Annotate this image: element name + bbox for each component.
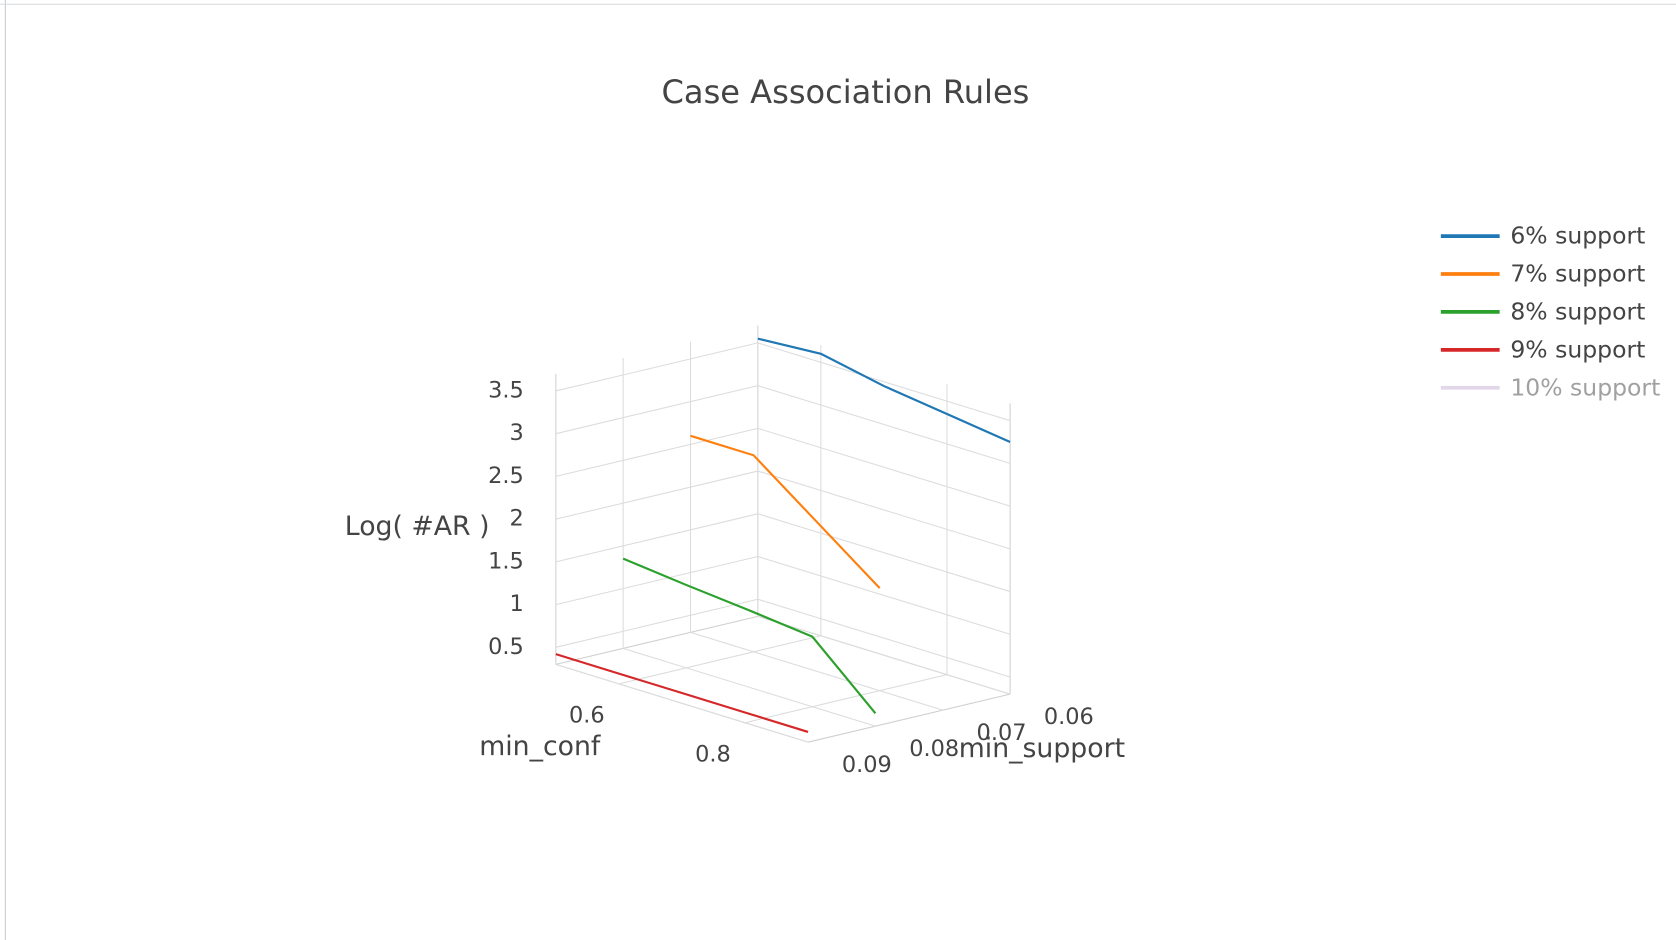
legend-label: 8% support — [1510, 297, 1645, 325]
grid-line — [757, 615, 1011, 695]
series-line — [555, 653, 809, 733]
grid-line — [555, 663, 809, 743]
y-tick-label: 0.09 — [842, 752, 892, 778]
y-tick-label: 0.08 — [909, 736, 959, 762]
series-line — [757, 337, 1011, 443]
grid-line — [757, 513, 1011, 593]
y-tick-label: 0.07 — [977, 720, 1027, 746]
grid-line — [555, 342, 758, 392]
z-tick-label: 1 — [509, 591, 523, 617]
legend-label: 6% support — [1510, 222, 1645, 250]
x-axis-title: min_conf — [479, 731, 601, 762]
z-tick-label: 2.5 — [488, 463, 524, 489]
grid-line — [555, 385, 758, 435]
legend-label: 9% support — [1510, 335, 1645, 363]
y-axis-title: min_support — [959, 733, 1125, 764]
grid-line — [555, 427, 758, 477]
z-axis-title: Log( #AR ) — [345, 511, 490, 542]
grid-line — [555, 470, 758, 520]
grid-line — [757, 385, 1011, 464]
grid-line — [622, 647, 876, 727]
grid-line — [757, 556, 1011, 635]
box-edge — [807, 693, 1011, 743]
x-tick-label: 0.8 — [695, 741, 731, 767]
grid-line — [555, 598, 758, 648]
legend-label: 7% support — [1510, 260, 1645, 288]
legend-label: 10% support — [1510, 373, 1660, 401]
grid-line — [757, 470, 1011, 550]
grid-line — [744, 674, 948, 724]
grid-line — [555, 556, 758, 606]
grid-line — [690, 631, 943, 711]
series-line — [622, 557, 877, 715]
x-tick-label: 0.6 — [569, 702, 605, 728]
grid-line — [757, 427, 1011, 507]
grid-line — [618, 635, 822, 685]
z-tick-label: 2 — [509, 506, 523, 532]
box-edge — [555, 615, 758, 665]
grid-line — [757, 342, 1011, 422]
z-tick-label: 3 — [509, 420, 523, 446]
grid-line — [555, 513, 758, 563]
series-line — [690, 434, 881, 589]
y-tick-label: 0.06 — [1044, 704, 1094, 730]
grid-line — [757, 598, 1011, 678]
z-tick-label: 0.5 — [488, 634, 524, 660]
chart-title: Case Association Rules — [662, 73, 1030, 111]
z-tick-label: 1.5 — [488, 548, 524, 574]
z-tick-label: 3.5 — [488, 377, 524, 403]
